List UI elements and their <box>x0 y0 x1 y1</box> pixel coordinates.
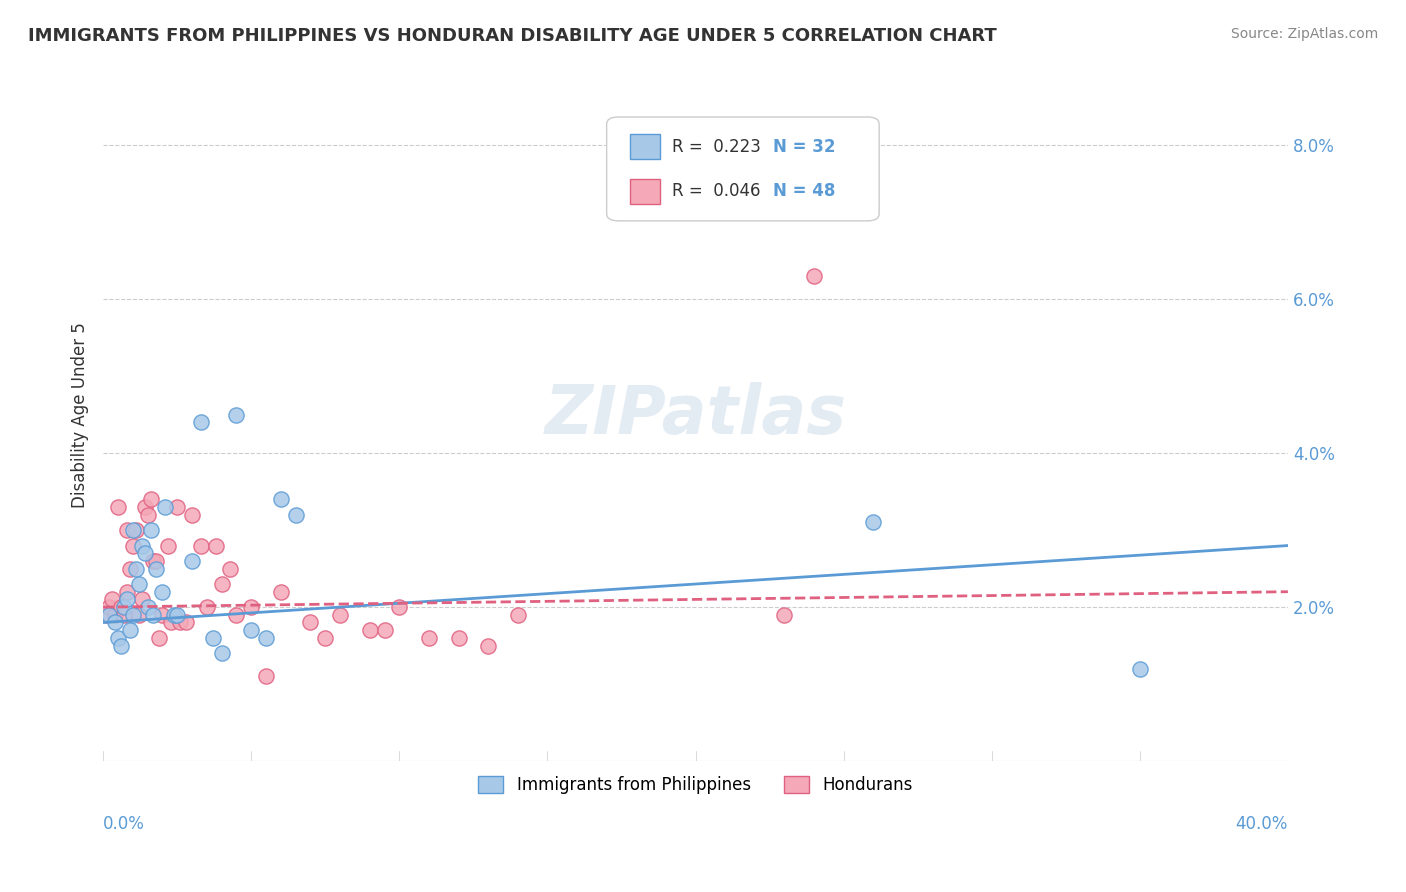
Point <box>418 631 440 645</box>
Point <box>98 600 121 615</box>
Point <box>299 615 322 630</box>
Point <box>204 539 226 553</box>
Point <box>270 584 292 599</box>
Point <box>134 500 156 514</box>
Text: 0.0%: 0.0% <box>103 814 145 833</box>
Point <box>125 523 148 537</box>
Point <box>121 523 143 537</box>
Point <box>134 546 156 560</box>
Point <box>163 607 186 622</box>
Point <box>101 592 124 607</box>
Point <box>112 600 135 615</box>
Point <box>115 584 138 599</box>
Point <box>128 577 150 591</box>
Point <box>155 500 177 514</box>
Legend: Immigrants from Philippines, Hondurans: Immigrants from Philippines, Hondurans <box>471 770 920 801</box>
Point <box>190 539 212 553</box>
Point <box>121 539 143 553</box>
Point <box>125 561 148 575</box>
Point <box>174 615 197 630</box>
Point <box>225 607 247 622</box>
Point <box>94 607 117 622</box>
Point <box>388 600 411 615</box>
Point <box>477 639 499 653</box>
Point <box>104 607 127 622</box>
Point <box>447 631 470 645</box>
Point <box>136 600 159 615</box>
Point <box>131 592 153 607</box>
Point <box>169 615 191 630</box>
Point <box>110 600 132 615</box>
Point <box>195 600 218 615</box>
Point <box>773 607 796 622</box>
Text: R =  0.046: R = 0.046 <box>672 182 761 200</box>
Point <box>166 607 188 622</box>
Point <box>115 592 138 607</box>
Point <box>359 623 381 637</box>
Point <box>150 584 173 599</box>
Point <box>803 269 825 284</box>
Point <box>118 561 141 575</box>
Point <box>373 623 395 637</box>
Point <box>145 554 167 568</box>
Point <box>166 500 188 514</box>
Point <box>284 508 307 522</box>
Point <box>254 631 277 645</box>
Point <box>118 623 141 637</box>
Point <box>240 623 263 637</box>
Y-axis label: Disability Age Under 5: Disability Age Under 5 <box>72 322 89 508</box>
FancyBboxPatch shape <box>630 135 659 159</box>
Point <box>104 615 127 630</box>
Point <box>139 492 162 507</box>
Point <box>139 523 162 537</box>
Point <box>121 607 143 622</box>
Point <box>98 607 121 622</box>
Point <box>128 607 150 622</box>
Point <box>219 561 242 575</box>
Point <box>112 607 135 622</box>
Text: Source: ZipAtlas.com: Source: ZipAtlas.com <box>1230 27 1378 41</box>
FancyBboxPatch shape <box>606 117 879 221</box>
Point <box>862 516 884 530</box>
Point <box>148 631 170 645</box>
Text: IMMIGRANTS FROM PHILIPPINES VS HONDURAN DISABILITY AGE UNDER 5 CORRELATION CHART: IMMIGRANTS FROM PHILIPPINES VS HONDURAN … <box>28 27 997 45</box>
Point <box>270 492 292 507</box>
Point <box>142 554 165 568</box>
Point <box>142 607 165 622</box>
Point <box>314 631 336 645</box>
Point <box>131 539 153 553</box>
Point <box>254 669 277 683</box>
Text: ZIPatlas: ZIPatlas <box>544 382 846 448</box>
Text: N = 32: N = 32 <box>772 137 835 156</box>
Point <box>181 508 204 522</box>
Point <box>211 577 233 591</box>
Point <box>160 615 183 630</box>
Point <box>150 607 173 622</box>
FancyBboxPatch shape <box>630 179 659 203</box>
Point <box>190 416 212 430</box>
Point <box>115 523 138 537</box>
Point <box>329 607 352 622</box>
Point <box>181 554 204 568</box>
Text: N = 48: N = 48 <box>772 182 835 200</box>
Point <box>1129 662 1152 676</box>
Point <box>157 539 180 553</box>
Point <box>211 646 233 660</box>
Point <box>136 508 159 522</box>
Text: R =  0.223: R = 0.223 <box>672 137 761 156</box>
Point <box>240 600 263 615</box>
Point <box>225 408 247 422</box>
Point <box>107 631 129 645</box>
Text: 40.0%: 40.0% <box>1236 814 1288 833</box>
Point <box>201 631 224 645</box>
Point <box>107 500 129 514</box>
Point <box>110 639 132 653</box>
Point <box>145 561 167 575</box>
Point <box>506 607 529 622</box>
